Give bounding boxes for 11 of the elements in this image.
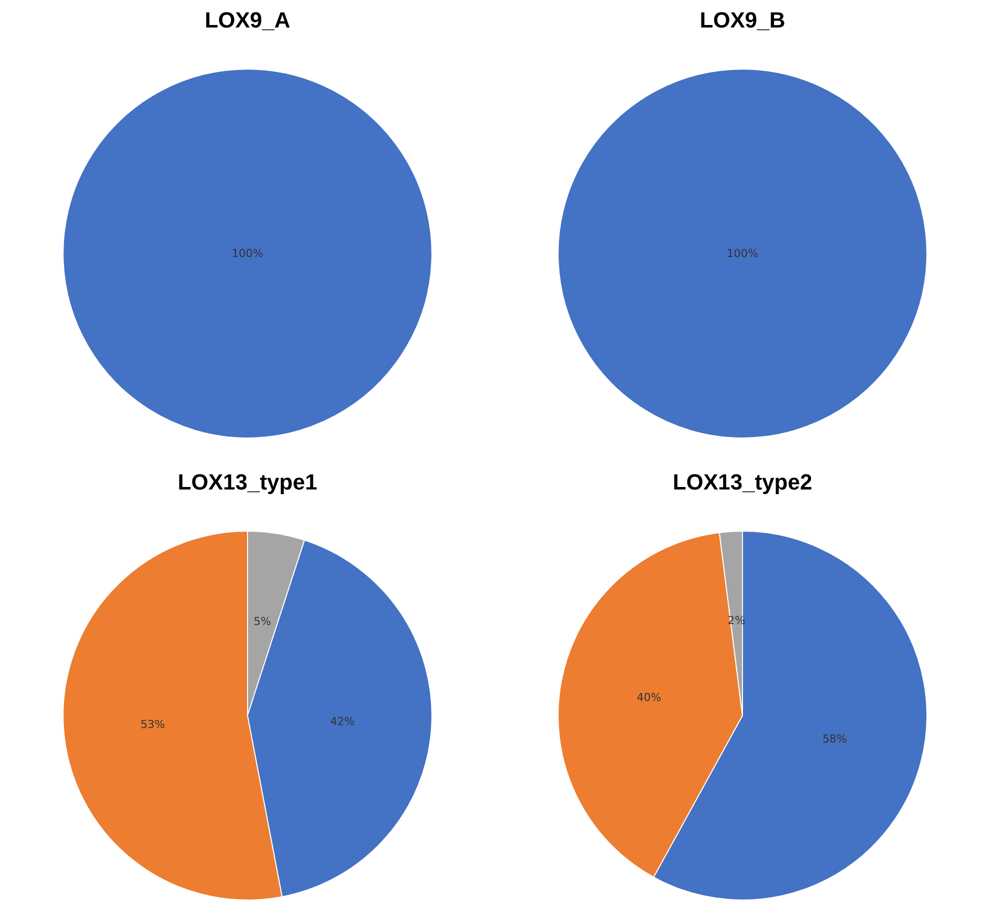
data-label: 53%	[140, 718, 165, 731]
chart-title: LOX9_A	[204, 8, 290, 32]
chart-title: LOX13_type2	[672, 469, 812, 494]
data-label: 100%	[726, 247, 758, 260]
data-label: 40%	[636, 690, 662, 704]
chart-title: LOX13_type1	[178, 469, 318, 494]
data-label: 42%	[330, 714, 355, 728]
data-label: 5%	[254, 614, 272, 628]
chart-title: LOX9_B	[700, 8, 786, 32]
data-label: 58%	[822, 732, 847, 746]
data-label: 100%	[232, 247, 264, 260]
